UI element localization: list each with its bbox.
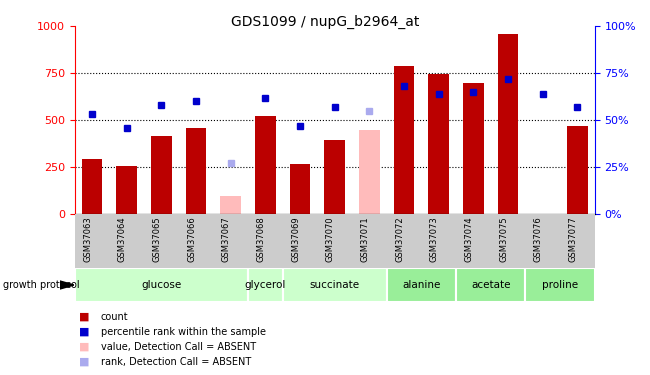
Text: rank, Detection Call = ABSENT: rank, Detection Call = ABSENT xyxy=(101,357,251,367)
Text: succinate: succinate xyxy=(309,280,360,290)
Text: GSM37076: GSM37076 xyxy=(534,216,543,262)
Bar xyxy=(151,136,172,214)
Bar xyxy=(428,74,449,214)
Text: value, Detection Call = ABSENT: value, Detection Call = ABSENT xyxy=(101,342,256,352)
Text: GSM37077: GSM37077 xyxy=(568,216,577,262)
Bar xyxy=(324,140,345,214)
Bar xyxy=(75,268,248,302)
Text: GSM37066: GSM37066 xyxy=(187,216,196,262)
Bar xyxy=(186,128,207,214)
Bar xyxy=(525,268,595,302)
Text: acetate: acetate xyxy=(471,280,510,290)
Bar xyxy=(463,82,484,214)
Text: ■: ■ xyxy=(79,312,90,322)
Bar xyxy=(456,268,525,302)
Text: GSM37075: GSM37075 xyxy=(499,216,508,262)
Text: ■: ■ xyxy=(79,327,90,337)
Bar xyxy=(394,66,415,214)
Text: GSM37074: GSM37074 xyxy=(464,216,473,262)
Bar xyxy=(290,164,311,214)
Text: GSM37070: GSM37070 xyxy=(326,216,335,262)
Text: GSM37073: GSM37073 xyxy=(430,216,439,262)
Text: GSM37071: GSM37071 xyxy=(360,216,369,262)
Text: percentile rank within the sample: percentile rank within the sample xyxy=(101,327,266,337)
Text: alanine: alanine xyxy=(402,280,441,290)
Text: GSM37063: GSM37063 xyxy=(83,216,92,262)
Text: GSM37069: GSM37069 xyxy=(291,216,300,262)
Bar xyxy=(283,268,387,302)
Text: glucose: glucose xyxy=(141,280,181,290)
Text: glycerol: glycerol xyxy=(245,280,286,290)
Bar xyxy=(567,126,588,214)
Text: GSM37068: GSM37068 xyxy=(256,216,265,262)
Text: ■: ■ xyxy=(79,342,90,352)
Bar xyxy=(255,116,276,214)
Bar xyxy=(82,159,103,214)
Text: proline: proline xyxy=(542,280,578,290)
Polygon shape xyxy=(60,281,74,289)
Text: growth protocol: growth protocol xyxy=(3,280,80,290)
Bar xyxy=(248,268,283,302)
Text: GSM37067: GSM37067 xyxy=(222,216,231,262)
Text: GSM37064: GSM37064 xyxy=(118,216,127,262)
Text: GSM37072: GSM37072 xyxy=(395,216,404,262)
Bar xyxy=(498,34,519,214)
Bar xyxy=(359,130,380,214)
Bar xyxy=(116,166,137,214)
Bar xyxy=(220,196,241,214)
Text: ■: ■ xyxy=(79,357,90,367)
Bar xyxy=(387,268,456,302)
Text: GSM37065: GSM37065 xyxy=(152,216,161,262)
Text: count: count xyxy=(101,312,129,322)
Text: GDS1099 / nupG_b2964_at: GDS1099 / nupG_b2964_at xyxy=(231,15,419,29)
